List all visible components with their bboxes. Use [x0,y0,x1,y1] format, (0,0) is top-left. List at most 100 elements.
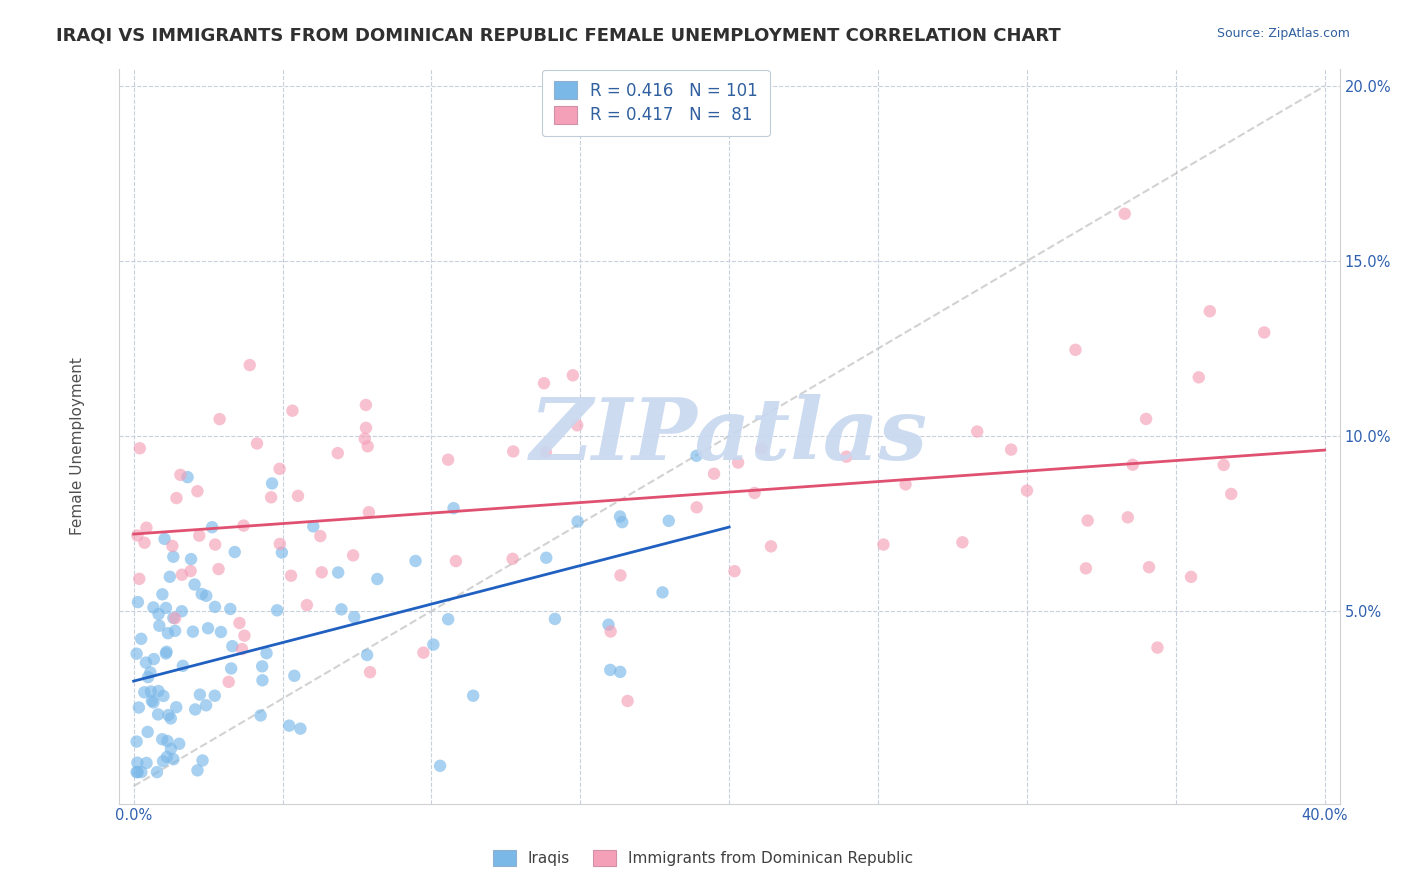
Point [208,412,231,426]
Point [186,764,208,778]
Point [609,665,631,679]
Point [302,519,325,533]
Point [232,518,254,533]
Point [128,442,150,456]
Point [266,603,288,617]
Point [443,501,465,516]
Point [148,619,170,633]
Point [1253,326,1275,340]
Point [128,700,150,714]
Point [219,602,242,616]
Point [152,754,174,768]
Point [727,456,749,470]
Point [155,647,177,661]
Point [609,568,631,582]
Point [651,585,673,599]
Point [287,489,309,503]
Point [354,421,377,435]
Point [703,467,725,481]
Point [155,601,177,615]
Point [221,639,243,653]
Point [181,624,204,639]
Point [422,638,444,652]
Point [125,765,148,780]
Point [186,484,208,499]
Point [219,661,242,675]
Point [148,684,170,698]
Point [1116,510,1139,524]
Point [269,537,291,551]
Point [685,449,707,463]
Point [463,689,485,703]
Point [599,663,621,677]
Point [1000,442,1022,457]
Point [343,610,366,624]
Point [197,621,219,635]
Point [150,732,173,747]
Point [311,566,333,580]
Point [170,567,193,582]
Point [609,509,631,524]
Point [209,625,232,640]
Point [188,528,211,542]
Point [353,432,375,446]
Point [252,673,274,688]
Point [437,452,460,467]
Point [1137,560,1160,574]
Point [744,486,766,500]
Point [135,656,157,670]
Point [162,611,184,625]
Point [195,698,218,713]
Point [150,587,173,601]
Point [444,554,467,568]
Point [246,436,269,450]
Point [191,754,214,768]
Point [250,659,273,673]
Point [207,562,229,576]
Legend: R = 0.416   N = 101, R = 0.417   N =  81: R = 0.416 N = 101, R = 0.417 N = 81 [543,70,769,136]
Point [429,759,451,773]
Point [157,708,180,723]
Point [534,445,557,459]
Point [156,734,179,748]
Point [260,476,283,491]
Point [412,646,434,660]
Point [966,425,988,439]
Point [183,577,205,591]
Point [160,742,183,756]
Point [249,708,271,723]
Point [1180,570,1202,584]
Point [1015,483,1038,498]
Point [685,500,707,515]
Point [162,539,184,553]
Point [295,598,318,612]
Point [159,711,181,725]
Point [146,765,169,780]
Point [156,626,179,640]
Point [1212,458,1234,472]
Point [129,632,152,646]
Point [1135,412,1157,426]
Point [567,515,589,529]
Point [1220,487,1243,501]
Point [405,554,427,568]
Point [218,674,240,689]
Point [326,446,349,460]
Point [309,529,332,543]
Point [142,695,165,709]
Point [136,670,159,684]
Point [1064,343,1087,357]
Point [184,702,207,716]
Point [146,707,169,722]
Point [180,552,202,566]
Point [1122,458,1144,472]
Point [201,520,224,534]
Point [127,528,149,542]
Point [148,607,170,621]
Point [165,611,187,625]
Point [142,600,165,615]
Point [190,587,212,601]
Point [280,568,302,582]
Point [357,505,380,519]
Point [125,734,148,748]
